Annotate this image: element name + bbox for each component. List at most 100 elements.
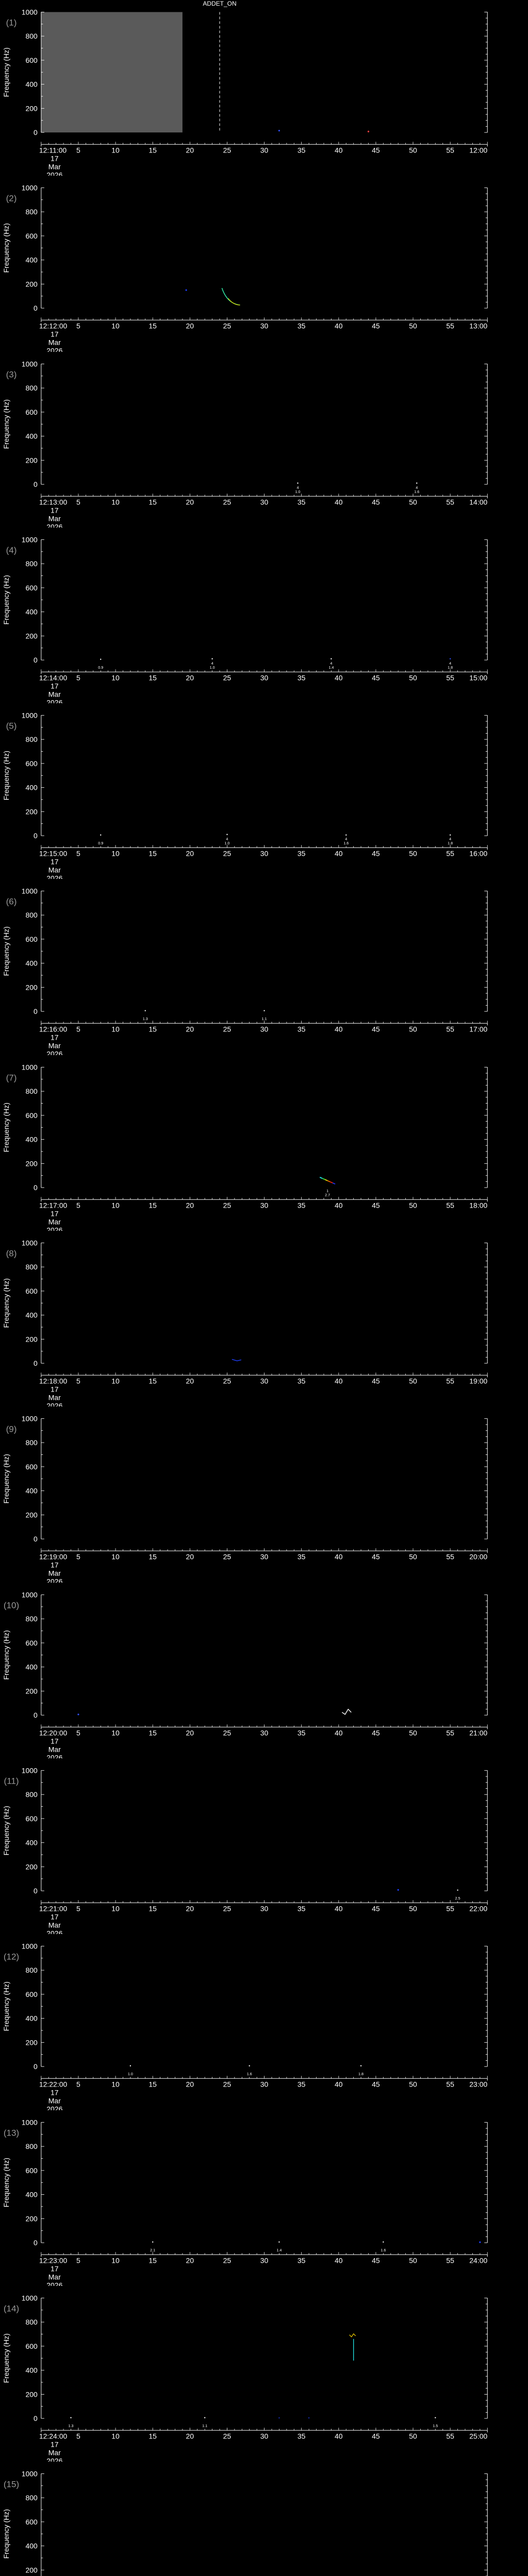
svg-text:25: 25 (223, 2256, 232, 2264)
svg-text:0: 0 (34, 480, 38, 488)
svg-text:0: 0 (34, 1887, 38, 1895)
svg-text:17: 17 (51, 2440, 59, 2448)
svg-text:30: 30 (260, 1201, 269, 1209)
svg-text:40: 40 (335, 322, 343, 330)
svg-text:(14): (14) (4, 2303, 19, 2313)
svg-text:200: 200 (25, 1335, 38, 1343)
svg-text:35: 35 (298, 1553, 306, 1561)
svg-text:55: 55 (446, 2432, 454, 2440)
svg-text:35: 35 (298, 1025, 306, 1033)
svg-text:5: 5 (76, 1904, 80, 1912)
svg-text:600: 600 (25, 232, 38, 240)
svg-text:40: 40 (335, 146, 343, 154)
svg-text:400: 400 (25, 959, 38, 968)
svg-text:50: 50 (409, 322, 417, 330)
svg-text:600: 600 (25, 584, 38, 592)
svg-text:0: 0 (34, 128, 38, 137)
svg-text:800: 800 (25, 32, 38, 40)
svg-text:(10): (10) (4, 1600, 19, 1610)
svg-text:45: 45 (372, 1377, 380, 1385)
svg-text:15: 15 (148, 1904, 157, 1912)
svg-text:10: 10 (111, 849, 120, 857)
svg-text:800: 800 (25, 1615, 38, 1623)
svg-text:40: 40 (335, 2080, 343, 2089)
svg-text:45: 45 (372, 322, 380, 330)
svg-text:17: 17 (51, 1912, 59, 1921)
svg-text:Frequency (Hz): Frequency (Hz) (2, 1454, 10, 1503)
svg-text:17: 17 (51, 2264, 59, 2273)
svg-text:2026: 2026 (46, 1753, 62, 1758)
svg-text:15: 15 (148, 1728, 157, 1737)
svg-text:200: 200 (25, 2390, 38, 2398)
svg-text:600: 600 (25, 2166, 38, 2174)
svg-text:10: 10 (111, 1025, 120, 1033)
svg-text:40: 40 (335, 2432, 343, 2440)
svg-text:2.1: 2.1 (150, 2248, 155, 2252)
svg-text:40: 40 (335, 1201, 343, 1209)
svg-text:200: 200 (25, 808, 38, 816)
svg-text:800: 800 (25, 735, 38, 743)
svg-text:35: 35 (298, 146, 306, 154)
svg-text:2.5: 2.5 (455, 1896, 460, 1901)
svg-text:45: 45 (372, 2256, 380, 2264)
svg-text:10: 10 (111, 146, 120, 154)
svg-text:45: 45 (372, 2432, 380, 2440)
svg-text:0: 0 (34, 832, 38, 840)
svg-text:(4): (4) (6, 545, 17, 555)
svg-text:2026: 2026 (46, 347, 62, 352)
svg-text:ADDET_ON: ADDET_ON (203, 0, 236, 7)
svg-text:2026: 2026 (46, 171, 62, 176)
svg-text:1.6: 1.6 (381, 2248, 386, 2252)
svg-text:55: 55 (446, 1025, 454, 1033)
svg-text:12:14:00: 12:14:00 (39, 673, 68, 682)
svg-text:600: 600 (25, 759, 38, 768)
svg-text:5: 5 (76, 849, 80, 857)
svg-text:12:21:00: 12:21:00 (39, 1904, 68, 1912)
svg-text:600: 600 (25, 935, 38, 943)
svg-text:25: 25 (223, 673, 232, 682)
svg-text:800: 800 (25, 2318, 38, 2326)
svg-text:22:00: 22:00 (469, 1904, 487, 1912)
svg-text:1.1: 1.1 (202, 2424, 207, 2428)
svg-text:(13): (13) (4, 2128, 19, 2138)
svg-text:30: 30 (260, 1553, 269, 1561)
svg-text:25: 25 (223, 849, 232, 857)
svg-text:17: 17 (51, 1561, 59, 1569)
svg-text:15: 15 (148, 498, 157, 506)
svg-text:1.4: 1.4 (328, 665, 334, 670)
svg-text:30: 30 (260, 2256, 269, 2264)
svg-text:12:11:00: 12:11:00 (39, 146, 67, 154)
svg-text:1.0: 1.0 (295, 489, 300, 494)
svg-text:Mar: Mar (48, 514, 61, 522)
svg-text:1000: 1000 (22, 1063, 38, 1071)
svg-text:0.9: 0.9 (98, 841, 103, 845)
svg-text:200: 200 (25, 2039, 38, 2047)
svg-text:Mar: Mar (48, 1217, 61, 1226)
svg-text:0: 0 (34, 1535, 38, 1543)
svg-text:30: 30 (260, 322, 269, 330)
svg-text:600: 600 (25, 56, 38, 64)
svg-text:20: 20 (186, 1377, 194, 1385)
svg-text:600: 600 (25, 1111, 38, 1120)
svg-text:Mar: Mar (48, 2448, 61, 2456)
svg-text:5: 5 (76, 498, 80, 506)
svg-text:25: 25 (223, 1728, 232, 1737)
svg-text:800: 800 (25, 1438, 38, 1447)
svg-text:35: 35 (298, 1904, 306, 1912)
svg-text:17: 17 (51, 857, 59, 866)
svg-text:5: 5 (76, 1025, 80, 1033)
svg-text:200: 200 (25, 1159, 38, 1167)
svg-text:15: 15 (148, 673, 157, 682)
svg-text:600: 600 (25, 408, 38, 416)
svg-text:16:00: 16:00 (469, 849, 487, 857)
svg-text:400: 400 (25, 1663, 38, 1671)
svg-text:5: 5 (76, 146, 80, 154)
svg-text:45: 45 (372, 1728, 380, 1737)
svg-text:200: 200 (25, 1862, 38, 1871)
svg-text:600: 600 (25, 1287, 38, 1295)
svg-text:0: 0 (34, 1183, 38, 1192)
svg-text:1.6: 1.6 (247, 2072, 252, 2076)
svg-text:55: 55 (446, 673, 454, 682)
svg-text:1.3: 1.3 (143, 1017, 148, 1022)
svg-text:2026: 2026 (46, 1050, 62, 1055)
